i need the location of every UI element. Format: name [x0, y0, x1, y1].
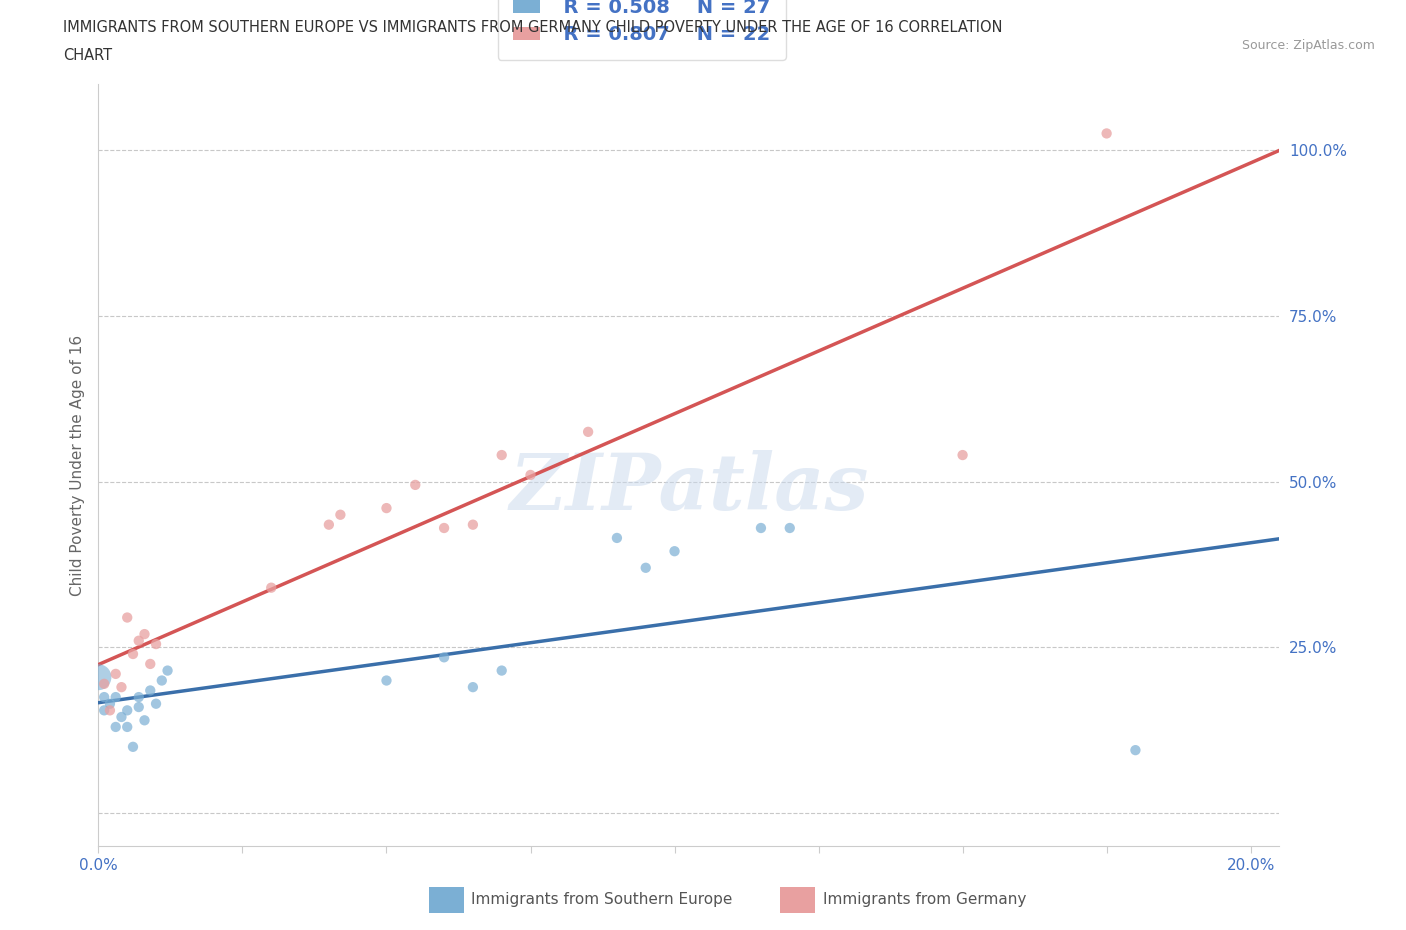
Point: [115, 720, 138, 735]
Point: [104, 720, 127, 735]
Point: [576, 424, 599, 439]
Point: [122, 739, 145, 754]
Point: [104, 667, 127, 682]
Point: [156, 663, 179, 678]
Point: [318, 517, 340, 532]
Point: [115, 610, 138, 625]
Point: [461, 517, 484, 532]
Point: [749, 521, 772, 536]
Point: [128, 699, 150, 714]
Point: [375, 500, 398, 515]
Point: [461, 680, 484, 695]
Point: [260, 580, 283, 595]
Point: [104, 690, 127, 705]
Point: [952, 447, 974, 462]
Point: [134, 713, 156, 728]
Point: [110, 680, 132, 695]
Point: [98, 703, 121, 718]
Point: [491, 663, 513, 678]
Legend:   R = 0.508    N = 27,   R = 0.807    N = 22: R = 0.508 N = 27, R = 0.807 N = 22: [498, 0, 786, 60]
Point: [519, 468, 541, 483]
Text: Immigrants from Germany: Immigrants from Germany: [823, 892, 1026, 908]
Text: Immigrants from Southern Europe: Immigrants from Southern Europe: [471, 892, 733, 908]
Point: [491, 447, 513, 462]
Point: [139, 657, 162, 671]
Point: [93, 690, 115, 705]
Point: [128, 690, 150, 705]
Text: ZIPatlas: ZIPatlas: [509, 449, 869, 526]
Point: [664, 544, 686, 559]
FancyBboxPatch shape: [429, 887, 464, 912]
Point: [93, 703, 115, 718]
Point: [93, 676, 115, 691]
Point: [98, 697, 121, 711]
Point: [634, 561, 657, 576]
Point: [375, 673, 398, 688]
Point: [1095, 126, 1118, 140]
Text: Source: ZipAtlas.com: Source: ZipAtlas.com: [1241, 39, 1375, 52]
Point: [329, 507, 352, 522]
Point: [433, 521, 456, 536]
Point: [779, 521, 801, 536]
Text: CHART: CHART: [63, 48, 112, 63]
Text: IMMIGRANTS FROM SOUTHERN EUROPE VS IMMIGRANTS FROM GERMANY CHILD POVERTY UNDER T: IMMIGRANTS FROM SOUTHERN EUROPE VS IMMIG…: [63, 20, 1002, 35]
Y-axis label: Child Poverty Under the Age of 16: Child Poverty Under the Age of 16: [69, 335, 84, 595]
Point: [122, 646, 145, 661]
Point: [1125, 743, 1147, 758]
FancyBboxPatch shape: [780, 887, 815, 912]
Point: [145, 697, 167, 711]
Point: [145, 637, 167, 652]
Point: [139, 683, 162, 698]
Point: [115, 703, 138, 718]
Point: [433, 650, 456, 665]
Point: [150, 673, 173, 688]
Point: [606, 530, 628, 545]
Point: [87, 670, 110, 684]
Point: [110, 710, 132, 724]
Point: [134, 627, 156, 642]
Point: [404, 477, 426, 492]
Point: [128, 633, 150, 648]
